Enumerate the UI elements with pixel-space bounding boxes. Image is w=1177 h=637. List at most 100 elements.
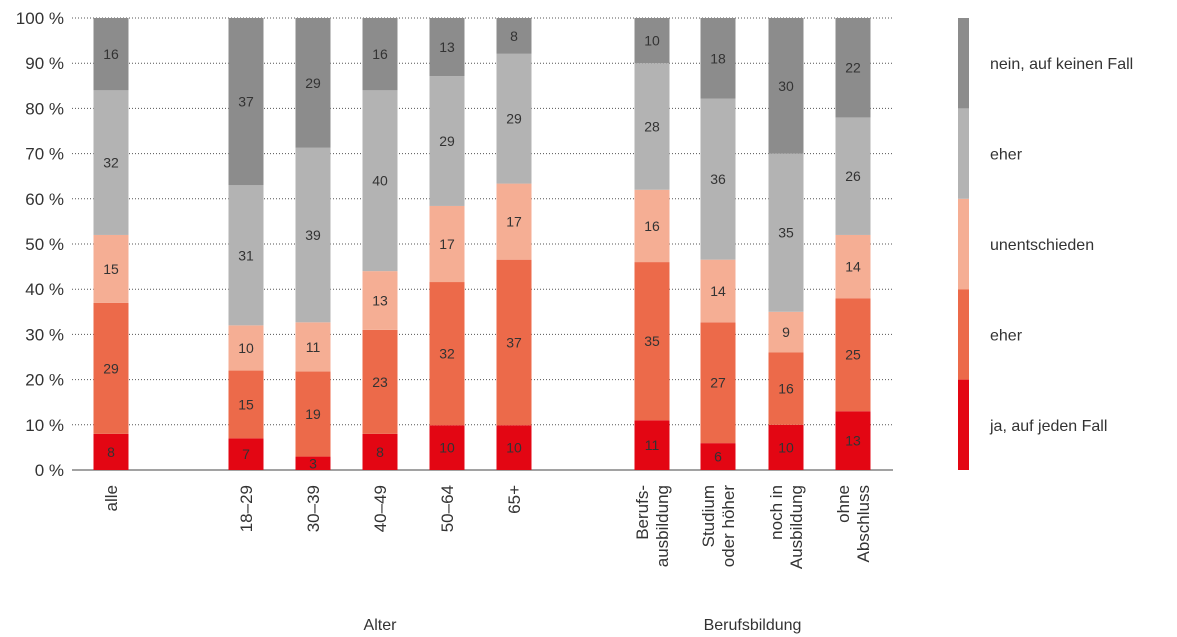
bar-segment bbox=[228, 185, 264, 326]
data-label: 30 bbox=[778, 78, 794, 94]
data-label: 16 bbox=[778, 381, 794, 397]
bar-segment bbox=[634, 189, 670, 263]
x-tick-label: ausbildung bbox=[653, 485, 672, 567]
y-tick-label: 80 % bbox=[25, 99, 64, 118]
bar-stack: 3 19 11 39 29 bbox=[295, 18, 331, 471]
data-label: 18 bbox=[710, 50, 726, 66]
group-labels: Alter Berufsbildung bbox=[364, 617, 802, 634]
legend-label: eher bbox=[990, 327, 1023, 344]
bar-segment bbox=[634, 262, 670, 421]
bar-segment bbox=[768, 18, 804, 154]
legend: ja, auf jeden Fall eher unentschieden eher n… bbox=[958, 18, 1133, 470]
bar-segment bbox=[634, 420, 670, 470]
bar-segment bbox=[429, 18, 465, 77]
data-label: 37 bbox=[238, 94, 254, 110]
bar-segment bbox=[295, 456, 331, 470]
data-label: 17 bbox=[439, 236, 455, 252]
data-label: 28 bbox=[644, 118, 660, 134]
bar-segment bbox=[496, 183, 532, 260]
group-label: Berufsbildung bbox=[704, 617, 802, 634]
data-label: 32 bbox=[439, 346, 455, 362]
y-tick-label: 20 % bbox=[25, 371, 64, 390]
bar-segment bbox=[93, 302, 129, 434]
x-tick-label: Ausbildung bbox=[787, 485, 806, 569]
bar-stack: 10 37 17 29 8 bbox=[496, 18, 532, 470]
data-label: 39 bbox=[305, 227, 321, 243]
y-tick-label: 90 % bbox=[25, 54, 64, 73]
data-label: 10 bbox=[778, 439, 794, 455]
y-tick-label: 0 % bbox=[35, 461, 64, 480]
bar-segment bbox=[429, 282, 465, 426]
data-label: 10 bbox=[644, 33, 660, 49]
x-tick-label: ohne bbox=[834, 485, 853, 523]
data-label: 6 bbox=[714, 449, 722, 465]
bar-segment bbox=[228, 438, 264, 470]
x-tick-label: oder höher bbox=[719, 485, 738, 568]
y-tick-label: 40 % bbox=[25, 280, 64, 299]
data-label: 31 bbox=[238, 247, 254, 263]
y-tick-label: 70 % bbox=[25, 145, 64, 164]
bar-stack: 13 25 14 26 22 bbox=[835, 18, 871, 470]
data-label: 13 bbox=[845, 433, 861, 449]
x-tick-label: Studium bbox=[699, 485, 718, 547]
x-tick-label: 18–29 bbox=[237, 485, 256, 532]
legend-swatch bbox=[958, 18, 969, 109]
x-tick-label: Abschluss bbox=[854, 485, 873, 562]
bar-stack: 10 32 17 29 13 bbox=[429, 18, 465, 470]
data-label: 22 bbox=[845, 60, 861, 76]
y-tick-label: 60 % bbox=[25, 190, 64, 209]
data-label: 16 bbox=[103, 46, 119, 62]
bar-segment bbox=[295, 147, 331, 323]
bar-segment bbox=[634, 63, 670, 190]
y-tick-label: 30 % bbox=[25, 325, 64, 344]
legend-swatch bbox=[958, 289, 969, 380]
data-label: 10 bbox=[506, 440, 522, 456]
data-label: 10 bbox=[238, 340, 254, 356]
bar-segment bbox=[768, 352, 804, 425]
data-label: 40 bbox=[372, 173, 388, 189]
data-label: 27 bbox=[710, 375, 726, 391]
x-axis: alle 18–29 30–39 40–49 50–64 65+ Berufs-ausbil… bbox=[102, 485, 873, 569]
data-label: 8 bbox=[510, 28, 518, 44]
bar-segment bbox=[295, 371, 331, 457]
bar-segment bbox=[768, 153, 804, 312]
bars: 8 29 15 32 16 7 15 10 31 37 3 19 11 39 29 8 23 13 40 16 10 32… bbox=[93, 18, 871, 471]
bar-stack: 11 35 16 28 10 bbox=[634, 18, 670, 470]
gridlines bbox=[72, 17, 893, 471]
data-label: 11 bbox=[645, 437, 660, 453]
bar-segment bbox=[93, 90, 129, 235]
data-label: 36 bbox=[710, 171, 726, 187]
legend-label: nein, auf keinen Fall bbox=[990, 56, 1133, 73]
legend-swatch bbox=[958, 379, 969, 470]
bar-stack: 8 29 15 32 16 bbox=[93, 18, 129, 470]
x-tick-label: noch in bbox=[767, 485, 786, 540]
x-tick-label: 40–49 bbox=[371, 485, 390, 532]
data-label: 29 bbox=[506, 111, 522, 127]
bar-segment bbox=[93, 234, 129, 303]
bar-segment bbox=[228, 18, 264, 186]
bar-stack: 7 15 10 31 37 bbox=[228, 18, 264, 470]
bar-segment bbox=[634, 18, 670, 64]
data-label: 35 bbox=[778, 225, 794, 241]
bar-segment bbox=[768, 311, 804, 353]
data-label: 17 bbox=[506, 214, 522, 230]
bar-segment bbox=[700, 98, 736, 260]
bar-segment bbox=[835, 18, 871, 118]
data-label: 16 bbox=[372, 46, 388, 62]
bar-segment bbox=[93, 433, 129, 470]
y-tick-label: 50 % bbox=[25, 235, 64, 254]
y-tick-label: 100 % bbox=[16, 9, 64, 28]
bar-segment bbox=[700, 259, 736, 323]
data-label: 37 bbox=[506, 334, 522, 350]
data-label: 8 bbox=[376, 444, 384, 460]
legend-label: unentschieden bbox=[990, 237, 1094, 254]
bar-segment bbox=[429, 76, 465, 206]
bar-segment bbox=[496, 53, 532, 184]
data-label: 32 bbox=[103, 155, 119, 171]
data-label: 25 bbox=[845, 347, 861, 363]
bar-segment bbox=[496, 259, 532, 426]
legend-label: eher bbox=[990, 147, 1023, 164]
bar-segment bbox=[768, 424, 804, 470]
bar-segment bbox=[362, 18, 398, 91]
data-label: 13 bbox=[439, 39, 455, 55]
